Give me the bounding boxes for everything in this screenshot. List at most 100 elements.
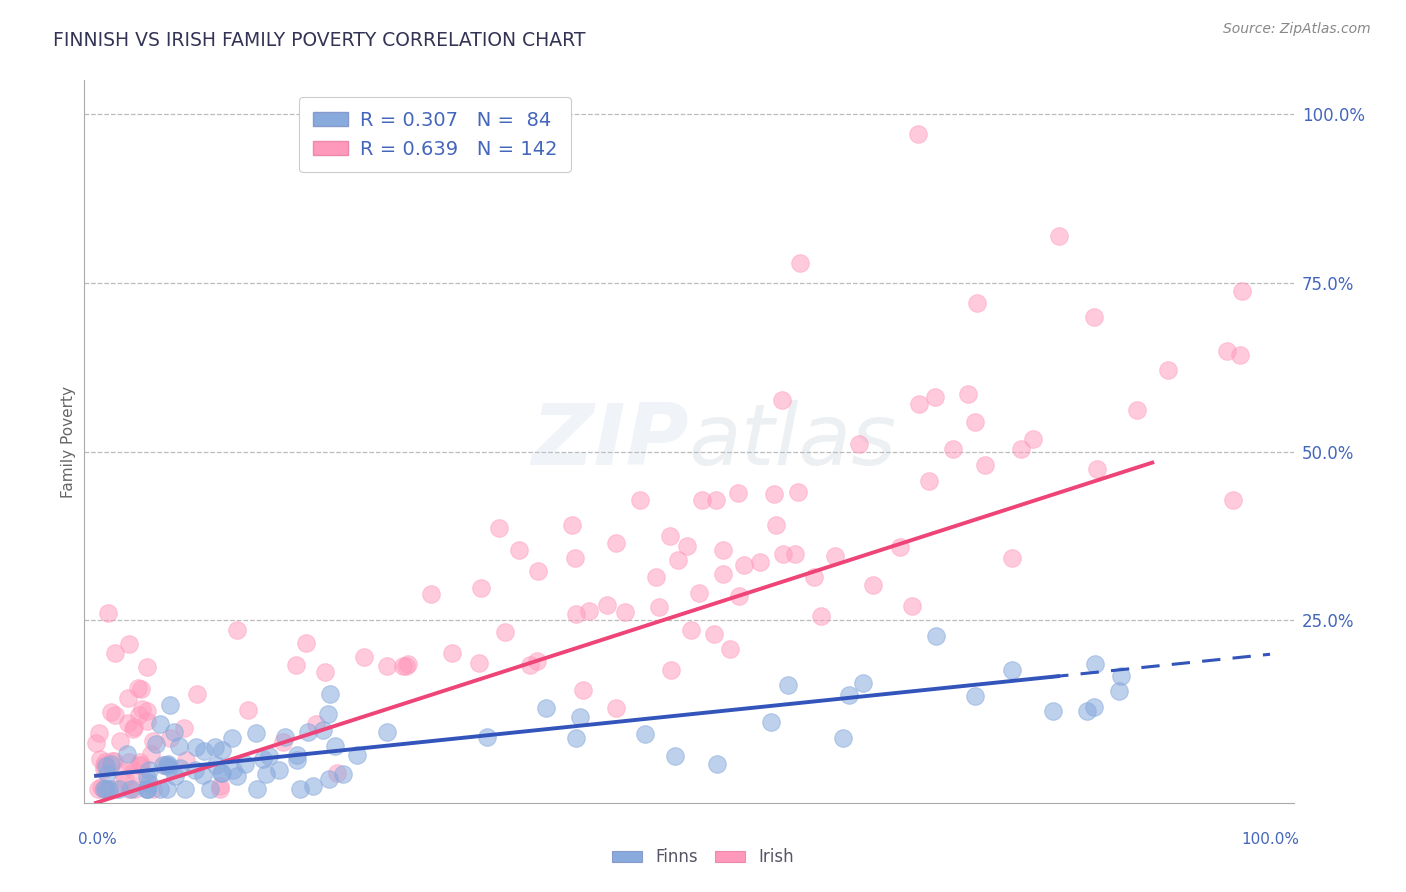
Point — [704, 492, 727, 507]
Point — [789, 255, 811, 269]
Point — [211, 742, 233, 756]
Point — [169, 761, 191, 775]
Point — [127, 681, 149, 695]
Point — [297, 725, 319, 739]
Point — [647, 600, 669, 615]
Point — [318, 772, 340, 786]
Point — [96, 767, 118, 781]
Point — [346, 747, 368, 762]
Point — [129, 756, 152, 770]
Point — [136, 704, 159, 718]
Point — [100, 754, 122, 768]
Point — [488, 520, 510, 534]
Point — [1011, 442, 1033, 457]
Point — [115, 747, 138, 762]
Point — [295, 635, 318, 649]
Point — [748, 555, 770, 569]
Point — [284, 658, 307, 673]
Point — [776, 678, 799, 692]
Point — [233, 757, 256, 772]
Point — [564, 551, 586, 566]
Point — [727, 486, 749, 500]
Point — [302, 779, 325, 793]
Point — [193, 744, 215, 758]
Point — [122, 722, 145, 736]
Point — [565, 607, 588, 622]
Point — [1084, 657, 1107, 672]
Point — [138, 776, 160, 790]
Point — [173, 721, 195, 735]
Point — [1001, 663, 1024, 677]
Point — [908, 396, 931, 410]
Point — [129, 681, 152, 696]
Point — [131, 758, 153, 772]
Point — [572, 683, 595, 698]
Point — [711, 567, 734, 582]
Point — [534, 701, 557, 715]
Point — [395, 659, 418, 673]
Point — [118, 637, 141, 651]
Point — [245, 725, 267, 739]
Point — [87, 782, 110, 797]
Point — [135, 660, 157, 674]
Point — [440, 646, 463, 660]
Point — [305, 716, 328, 731]
Point — [889, 541, 911, 555]
Point — [245, 782, 267, 797]
Point — [238, 703, 260, 717]
Point — [108, 733, 131, 747]
Point — [149, 782, 172, 797]
Point — [208, 779, 231, 793]
Point — [605, 536, 627, 550]
Point — [848, 436, 870, 450]
Point — [664, 748, 686, 763]
Point — [114, 772, 136, 786]
Point — [419, 586, 441, 600]
Point — [159, 698, 181, 712]
Text: FINNISH VS IRISH FAMILY POVERTY CORRELATION CHART: FINNISH VS IRISH FAMILY POVERTY CORRELAT… — [53, 31, 586, 50]
Point — [226, 769, 249, 783]
Point — [136, 782, 159, 797]
Point — [468, 657, 491, 671]
Point — [375, 725, 398, 739]
Point — [494, 624, 516, 639]
Point — [614, 605, 637, 619]
Point — [1085, 462, 1108, 476]
Text: Source: ZipAtlas.com: Source: ZipAtlas.com — [1223, 22, 1371, 37]
Point — [157, 760, 180, 774]
Point — [257, 748, 280, 763]
Point — [1001, 550, 1024, 565]
Point — [688, 586, 710, 600]
Point — [312, 723, 335, 737]
Point — [200, 782, 222, 797]
Point — [318, 687, 340, 701]
Point — [786, 484, 808, 499]
Point — [1222, 493, 1244, 508]
Point — [159, 731, 181, 745]
Point — [852, 675, 875, 690]
Point — [733, 558, 755, 573]
Point — [596, 598, 619, 612]
Point — [676, 539, 699, 553]
Point — [659, 529, 682, 543]
Text: 0.0%: 0.0% — [79, 831, 117, 847]
Point — [135, 770, 157, 784]
Point — [254, 767, 277, 781]
Point — [174, 754, 197, 768]
Point — [901, 599, 924, 613]
Point — [96, 782, 118, 797]
Point — [209, 766, 232, 780]
Point — [93, 763, 115, 777]
Point — [163, 769, 186, 783]
Point — [759, 714, 782, 729]
Point — [204, 739, 226, 754]
Point — [136, 774, 159, 789]
Point — [226, 624, 249, 638]
Point — [191, 768, 214, 782]
Point — [87, 725, 110, 739]
Point — [831, 731, 853, 746]
Point — [1230, 285, 1253, 299]
Point — [703, 627, 725, 641]
Point — [925, 629, 948, 643]
Point — [184, 763, 207, 777]
